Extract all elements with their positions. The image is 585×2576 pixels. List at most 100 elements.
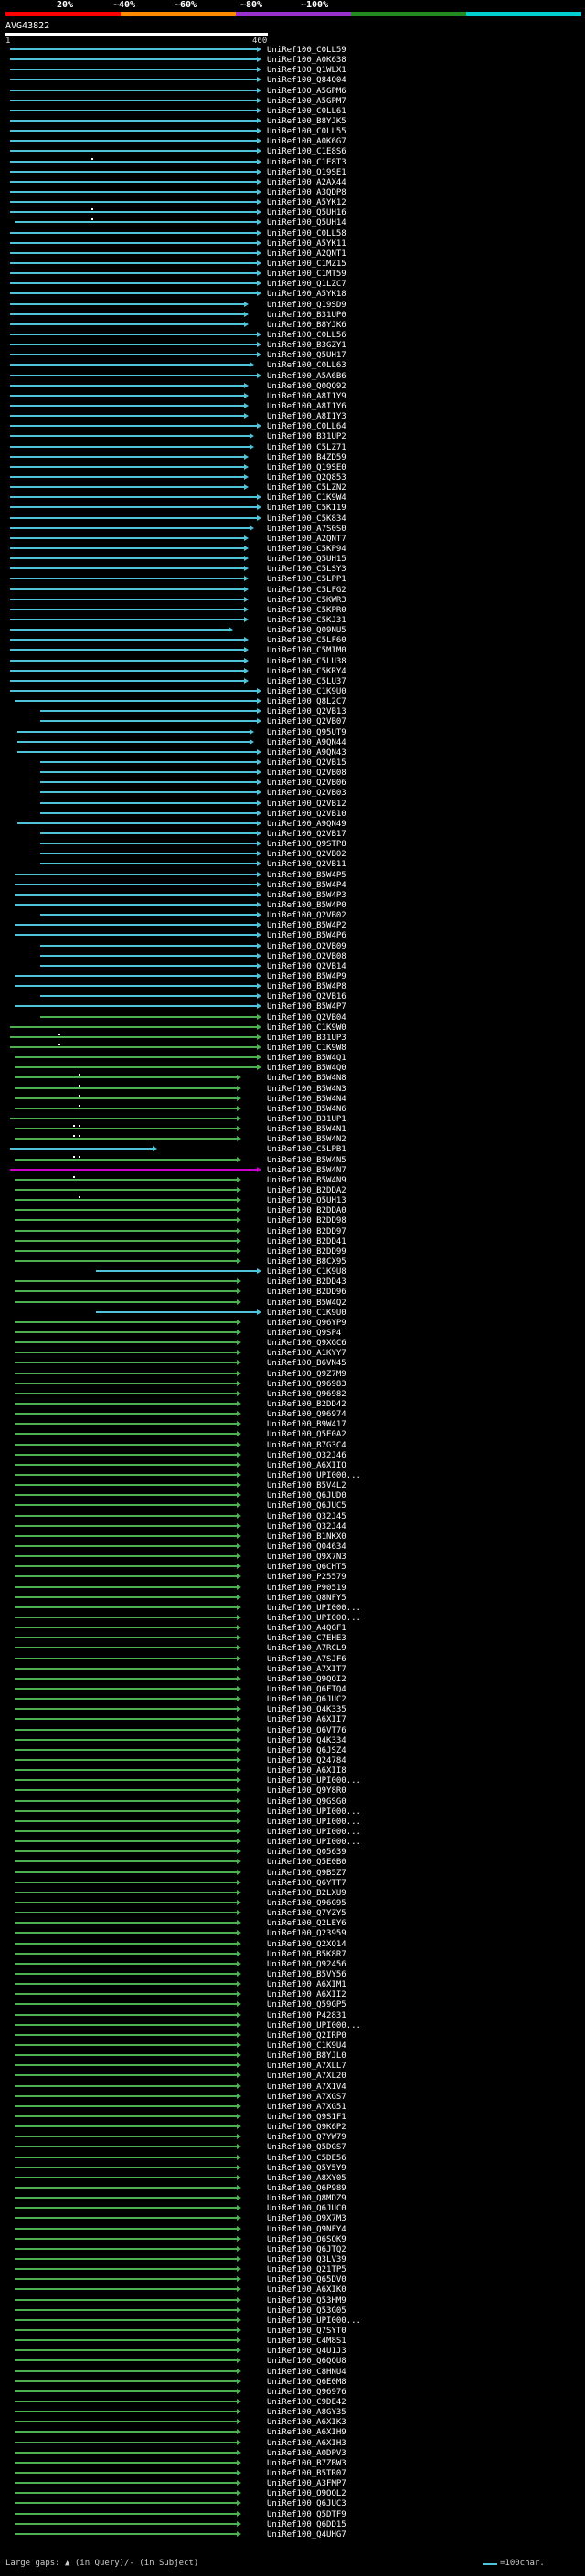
hit-line[interactable] [40,802,258,804]
hit-label[interactable]: UniRef100_Q6DD15 [267,2520,346,2529]
hit-line[interactable] [15,1525,238,1527]
hit-line[interactable] [15,975,258,977]
hit-label[interactable]: UniRef100_Q4UHG7 [267,2530,346,2539]
hit-line[interactable] [15,2380,238,2382]
hit-label[interactable]: UniRef100_A7XLL7 [267,2062,346,2071]
hit-line[interactable] [40,791,258,793]
hit-line[interactable] [9,150,258,152]
hit-label[interactable]: UniRef100_B2DDA2 [267,1186,346,1195]
hit-line[interactable] [9,344,258,345]
hit-label[interactable]: UniRef100_C5LFG2 [267,586,346,595]
hit-label[interactable]: UniRef100_Q6YTT7 [267,1879,346,1888]
hit-label[interactable]: UniRef100_Q4K334 [267,1736,346,1745]
hit-line[interactable] [15,1963,238,1965]
hit-line[interactable] [9,58,258,60]
hit-label[interactable]: UniRef100_Q2VB11 [267,860,346,869]
hit-line[interactable] [9,619,246,620]
hit-line[interactable] [15,2024,238,2026]
hit-line[interactable] [9,140,258,142]
hit-line[interactable] [9,313,246,315]
hit-line[interactable] [15,2349,238,2351]
hit-label[interactable]: UniRef100_A7XL20 [267,2072,346,2081]
hit-label[interactable]: UniRef100_UPI000... [267,1604,361,1613]
hit-line[interactable] [15,2044,238,2046]
hit-label[interactable]: UniRef100_B5TR07 [267,2469,346,2478]
hit-line[interactable] [15,2115,238,2117]
hit-label[interactable]: UniRef100_C1K9U4 [267,2041,346,2051]
hit-line[interactable] [15,1779,238,1781]
hit-label[interactable]: UniRef100_Q9B5Z7 [267,1869,346,1878]
hit-line[interactable] [9,130,258,132]
hit-label[interactable]: UniRef100_A6XIIO [267,1461,346,1470]
hit-label[interactable]: UniRef100_B2DD42 [267,1400,346,1409]
hit-label[interactable]: UniRef100_Q6P989 [267,2184,346,2193]
hit-label[interactable]: UniRef100_B2DD98 [267,1216,346,1225]
hit-label[interactable]: UniRef100_Q6JUC3 [267,2499,346,2508]
hit-line[interactable] [15,1138,238,1140]
hit-label[interactable]: UniRef100_B5W4Q2 [267,1299,346,1308]
hit-label[interactable]: UniRef100_A7S0S0 [267,525,346,534]
hit-line[interactable] [15,1219,238,1221]
hit-label[interactable]: UniRef100_C0LL63 [267,361,346,370]
hit-line[interactable] [15,2533,238,2535]
hit-label[interactable]: UniRef100_A7XIT7 [267,1665,346,1674]
hit-line[interactable] [15,1668,238,1670]
hit-line[interactable] [15,1301,238,1303]
hit-line[interactable] [15,1128,238,1129]
hit-label[interactable]: UniRef100_C5LPP1 [267,575,346,584]
hit-label[interactable]: UniRef100_C5LF60 [267,636,346,645]
hit-label[interactable]: UniRef100_Q5UH15 [267,555,346,564]
hit-line[interactable] [15,2003,238,2005]
hit-line[interactable] [9,557,246,559]
hit-line[interactable] [15,2288,238,2290]
hit-line[interactable] [15,1545,238,1547]
hit-label[interactable]: UniRef100_A6XII8 [267,1766,346,1776]
hit-label[interactable]: UniRef100_A0K6G7 [267,137,346,146]
hit-label[interactable]: UniRef100_C5LPB1 [267,1145,346,1154]
hit-line[interactable] [15,2462,238,2464]
hit-line[interactable] [9,517,258,519]
hit-label[interactable]: UniRef100_B5W4P0 [267,901,346,910]
hit-label[interactable]: UniRef100_C7EHE3 [267,1634,346,1643]
hit-label[interactable]: UniRef100_B2LXU9 [267,1889,346,1898]
hit-label[interactable]: UniRef100_Q8MDZ9 [267,2194,346,2203]
hit-line[interactable] [15,1850,238,1852]
hit-label[interactable]: UniRef100_A8XY05 [267,2174,346,2183]
hit-line[interactable] [9,456,246,458]
hit-line[interactable] [40,812,258,814]
hit-label[interactable]: UniRef100_B2DDA0 [267,1206,346,1215]
hit-label[interactable]: UniRef100_Q2VB16 [267,992,346,1002]
hit-line[interactable] [9,527,250,529]
hit-line[interactable] [15,2472,238,2474]
hit-label[interactable]: UniRef100_B5W4N9 [267,1176,346,1185]
hit-line[interactable] [17,751,258,753]
hit-label[interactable]: UniRef100_Q6CHT5 [267,1563,346,1572]
hit-label[interactable]: UniRef100_B5W4P4 [267,881,346,890]
hit-line[interactable] [15,700,258,702]
hit-line[interactable] [15,2146,238,2147]
hit-line[interactable] [9,1036,258,1038]
hit-label[interactable]: UniRef100_B5W4N6 [267,1105,346,1114]
hit-line[interactable] [15,2319,238,2321]
hit-line[interactable] [15,1678,238,1680]
hit-line[interactable] [15,1504,238,1506]
hit-line[interactable] [15,1922,238,1924]
hit-label[interactable]: UniRef100_B5W4Q1 [267,1054,346,1063]
hit-line[interactable] [15,2431,238,2433]
hit-line[interactable] [9,100,258,101]
hit-label[interactable]: UniRef100_P90519 [267,1584,346,1593]
hit-label[interactable]: UniRef100_B5W4P2 [267,921,346,930]
hit-line[interactable] [15,2157,238,2158]
hit-label[interactable]: UniRef100_C5K834 [267,514,346,524]
hit-line[interactable] [9,578,246,579]
hit-label[interactable]: UniRef100_Q9STP8 [267,840,346,849]
hit-label[interactable]: UniRef100_Q2VB17 [267,830,346,839]
hit-label[interactable]: UniRef100_Q6E0M8 [267,2378,346,2387]
hit-label[interactable]: UniRef100_Q9GSG0 [267,1797,346,1807]
hit-line[interactable] [15,1250,238,1252]
hit-label[interactable]: UniRef100_B8YJK6 [267,321,346,330]
hit-label[interactable]: UniRef100_UPI000... [267,2316,361,2326]
hit-line[interactable] [15,2452,238,2454]
hit-line[interactable] [15,2513,238,2515]
hit-line[interactable] [9,466,246,468]
